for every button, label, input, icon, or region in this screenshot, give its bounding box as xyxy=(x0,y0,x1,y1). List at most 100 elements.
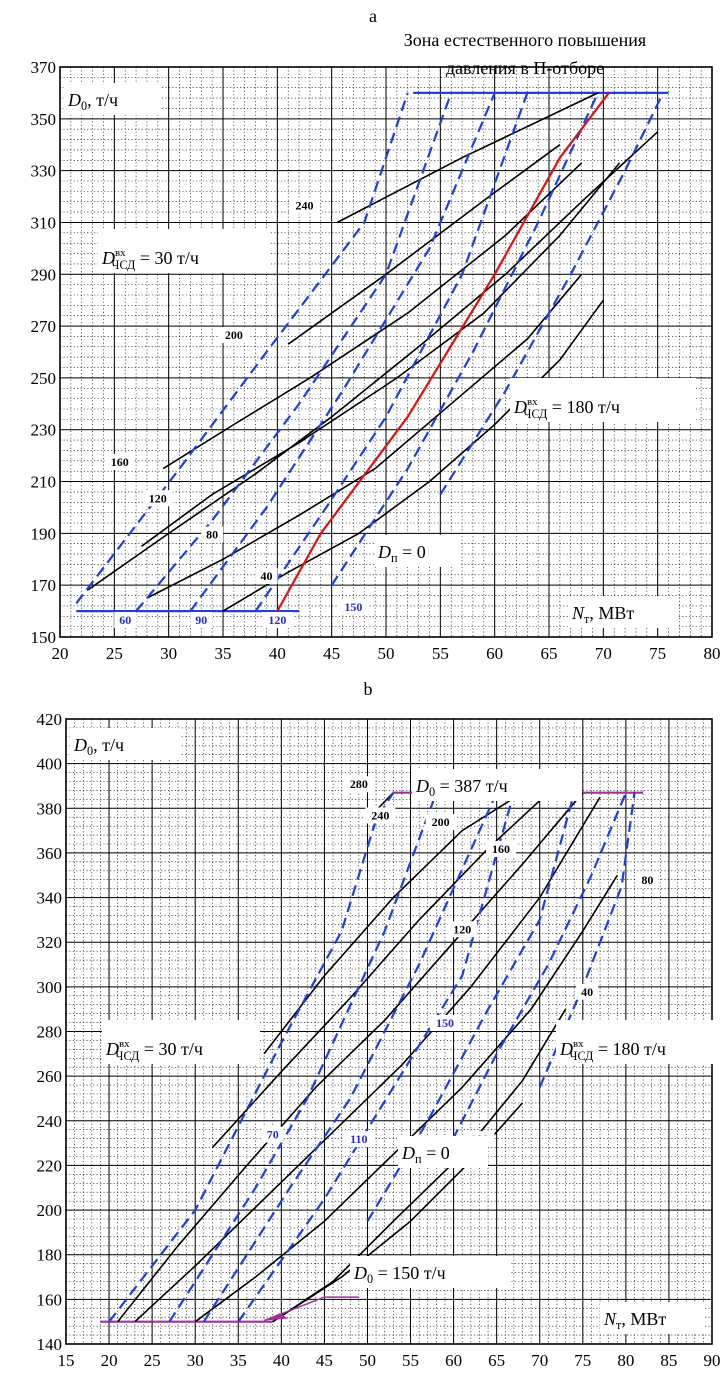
x-axis-label: Nт, МВт xyxy=(571,603,634,626)
series-black-line-5 xyxy=(146,273,583,599)
annotation-d-p-zero: Dп = 0 xyxy=(401,1143,450,1166)
series-label-black-1: 240 xyxy=(371,808,389,822)
series-label-bg xyxy=(104,454,135,470)
x-tick-label: 45 xyxy=(316,1351,333,1370)
x-tick-label: 75 xyxy=(649,644,666,663)
y-tick-label: 250 xyxy=(31,369,57,388)
x-tick-label: 80 xyxy=(617,1351,634,1370)
series-label-bg xyxy=(261,1126,284,1143)
series-label-bg xyxy=(576,983,599,1000)
series-label-bg xyxy=(343,776,374,793)
y-axis-label-bg xyxy=(70,728,180,760)
annotation-d0-top-bg xyxy=(412,769,582,801)
x-tick-label: 25 xyxy=(144,1351,161,1370)
series-label-blue-2: 150 xyxy=(436,1016,454,1030)
y-tick-label: 160 xyxy=(37,1290,63,1309)
series-label-blue-1: 110 xyxy=(350,1132,367,1146)
series-blue-line-5 xyxy=(444,792,627,1155)
annotation-d-csd-low-bg xyxy=(102,1020,260,1064)
series-label-black-2: 160 xyxy=(111,455,129,469)
annotation-d-p-zero-bg xyxy=(374,535,460,567)
x-tick-label: 30 xyxy=(160,644,177,663)
series-blue-line-5 xyxy=(439,92,665,496)
series-label-blue-0: 60 xyxy=(119,613,131,627)
series-label-black-5: 80 xyxy=(641,873,653,887)
series-label-black-5: 40 xyxy=(260,569,272,583)
annotation-d-csd-high: Dвх ЧСД = 180 т/ч xyxy=(513,396,620,421)
series-label-blue-3: 150 xyxy=(344,600,362,614)
series-label-black-1: 200 xyxy=(225,328,243,342)
y-tick-label: 280 xyxy=(37,1023,63,1042)
series-red-line xyxy=(276,92,610,612)
series-label-bg xyxy=(365,807,396,824)
y-tick-label: 420 xyxy=(37,710,63,729)
y-tick-label: 350 xyxy=(31,110,57,129)
annotation-d-csd-high-bg xyxy=(556,1020,716,1064)
series-label-bg xyxy=(201,526,224,543)
series-label-black-0: 240 xyxy=(296,199,314,213)
series-label-bg xyxy=(485,840,516,857)
panel-a-label: a xyxy=(369,6,377,26)
x-tick-label: 90 xyxy=(704,1351,721,1370)
y-tick-label: 240 xyxy=(37,1112,63,1131)
series-blue-line-2 xyxy=(202,792,498,1323)
series-black-line-3 xyxy=(117,792,584,1323)
series-label-bg xyxy=(429,1015,460,1032)
series-label-black-4: 120 xyxy=(453,922,471,936)
annotation-d-p-zero: Dп = 0 xyxy=(377,542,426,565)
series-label-bg xyxy=(447,921,478,938)
series-blue-line-0 xyxy=(75,92,409,604)
series-label-blue-2: 120 xyxy=(268,613,286,627)
x-tick-label: 45 xyxy=(323,644,340,663)
y-tick-label: 190 xyxy=(31,524,57,543)
panel-a-title-line-2: давления в П-отборе xyxy=(446,58,604,78)
x-tick-label: 70 xyxy=(531,1351,548,1370)
annotation-d-csd-high: Dвх ЧСД = 180 т/ч xyxy=(559,1038,666,1063)
series-label-black-2: 200 xyxy=(432,815,450,829)
series-blue-line-3 xyxy=(254,92,529,612)
x-tick-label: 75 xyxy=(574,1351,591,1370)
series-label-bg xyxy=(425,814,456,831)
x-tick-label: 50 xyxy=(359,1351,376,1370)
x-tick-label: 65 xyxy=(541,644,558,663)
x-tick-label: 20 xyxy=(101,1351,118,1370)
x-axis-label-bg xyxy=(568,596,678,628)
annotation-d0-top: D0 = 387 т/ч xyxy=(415,776,508,799)
panel-b-label: b xyxy=(364,679,373,699)
x-tick-label: 30 xyxy=(187,1351,204,1370)
series-blue-line-4 xyxy=(330,92,599,586)
y-tick-label: 150 xyxy=(31,628,57,647)
y-tick-label: 260 xyxy=(37,1067,63,1086)
x-tick-label: 25 xyxy=(106,644,123,663)
annotation-d0-bottom-bg xyxy=(350,1256,510,1288)
x-tick-label: 55 xyxy=(432,644,449,663)
x-axis-label-bg xyxy=(600,1302,704,1334)
series-label-bg xyxy=(114,612,137,629)
series-blue-line-1 xyxy=(168,792,438,1323)
series-label-bg xyxy=(343,1131,374,1148)
series-label-bg xyxy=(636,872,659,889)
y-tick-label: 370 xyxy=(31,58,57,77)
y-tick-label: 380 xyxy=(37,799,63,818)
series-label-bg xyxy=(338,599,369,616)
y-tick-label: 400 xyxy=(37,755,63,774)
y-tick-label: 320 xyxy=(37,933,63,952)
series-black-line-6 xyxy=(222,299,604,612)
annotation-d-csd-high-bg xyxy=(510,378,696,422)
series-black-line-4 xyxy=(86,131,659,592)
y-tick-label: 300 xyxy=(37,978,63,997)
x-tick-label: 60 xyxy=(486,644,503,663)
y-tick-label: 290 xyxy=(31,265,57,284)
annotation-d-csd-low-bg xyxy=(98,229,270,273)
y-tick-label: 230 xyxy=(31,421,57,440)
series-black-line-3 xyxy=(141,162,621,547)
series-label-blue-1: 90 xyxy=(195,613,207,627)
series-label-bg xyxy=(262,612,293,629)
chart-panel-a: 20 25 30 35 40 45 50 55 60 65 70 75 80 150 170 190 210 23… xyxy=(31,58,721,663)
series-blue-line-2 xyxy=(189,92,496,612)
series-black-line-2 xyxy=(211,792,549,1149)
y-tick-label: 170 xyxy=(31,576,57,595)
y-tick-label: 140 xyxy=(37,1335,63,1354)
series-black-line-2 xyxy=(162,162,583,470)
